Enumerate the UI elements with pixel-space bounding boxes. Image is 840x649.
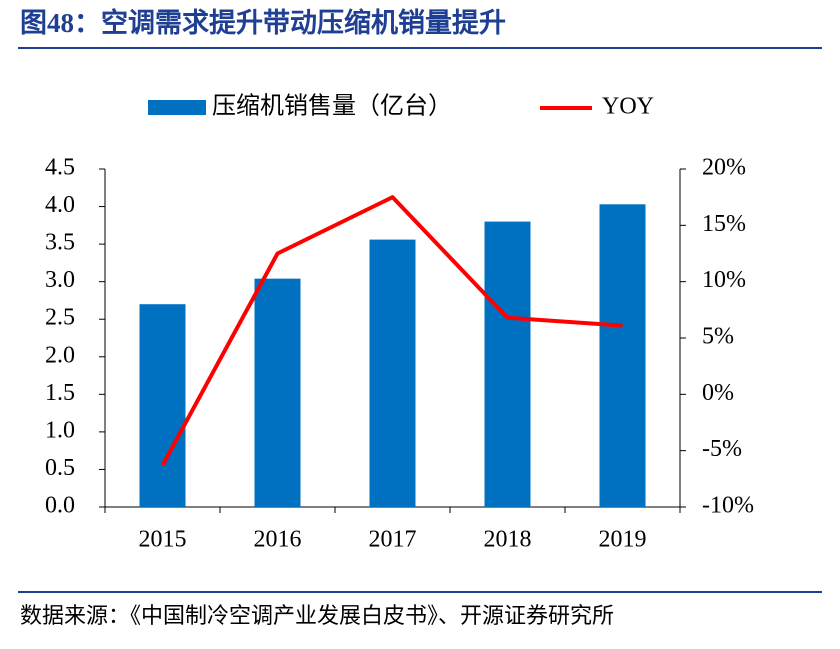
y-tick-label: 3.0 xyxy=(45,267,75,293)
bar xyxy=(369,239,416,508)
x-tick-label: 2016 xyxy=(254,527,302,553)
legend-swatch xyxy=(148,100,206,115)
y-tick-label: 2.0 xyxy=(45,342,75,368)
y-tick-label: 3.5 xyxy=(45,230,75,256)
source: 数据来源：《中国制冷空调产业发展白皮书》、开源证券研究所 xyxy=(20,603,614,628)
chart-title: 图48：空调需求提升带动压缩机销量提升 xyxy=(20,7,506,38)
y-tick-label: 4.5 xyxy=(45,155,75,181)
y-tick-label: 2.5 xyxy=(45,305,75,331)
y2-tick-label: 20% xyxy=(702,155,746,181)
y-tick-label: 0.0 xyxy=(45,493,75,519)
y-tick-label: 1.0 xyxy=(45,417,75,443)
y2-tick-label: -10% xyxy=(702,493,754,519)
bar xyxy=(139,304,186,507)
bar xyxy=(599,204,646,507)
x-tick-label: 2015 xyxy=(139,527,187,553)
y-tick-label: 4.0 xyxy=(45,192,75,218)
bar xyxy=(254,278,301,507)
y2-tick-label: 15% xyxy=(702,211,746,237)
line xyxy=(160,195,623,467)
y2-tick-label: -5% xyxy=(702,436,742,462)
x-tick-label: 2018 xyxy=(484,527,532,553)
y2-tick-label: 10% xyxy=(702,267,746,293)
legend-label: 压缩机销售量（亿台） xyxy=(212,93,452,120)
x-tick-label: 2019 xyxy=(599,527,647,553)
x-tick-label: 2017 xyxy=(369,527,417,553)
y-tick-label: 0.5 xyxy=(45,455,75,481)
y-tick-label: 1.5 xyxy=(45,380,75,406)
y2-tick-label: 0% xyxy=(702,380,734,406)
bar xyxy=(484,221,531,508)
legend-label: YOY xyxy=(602,94,654,120)
y2-tick-label: 5% xyxy=(702,324,734,350)
